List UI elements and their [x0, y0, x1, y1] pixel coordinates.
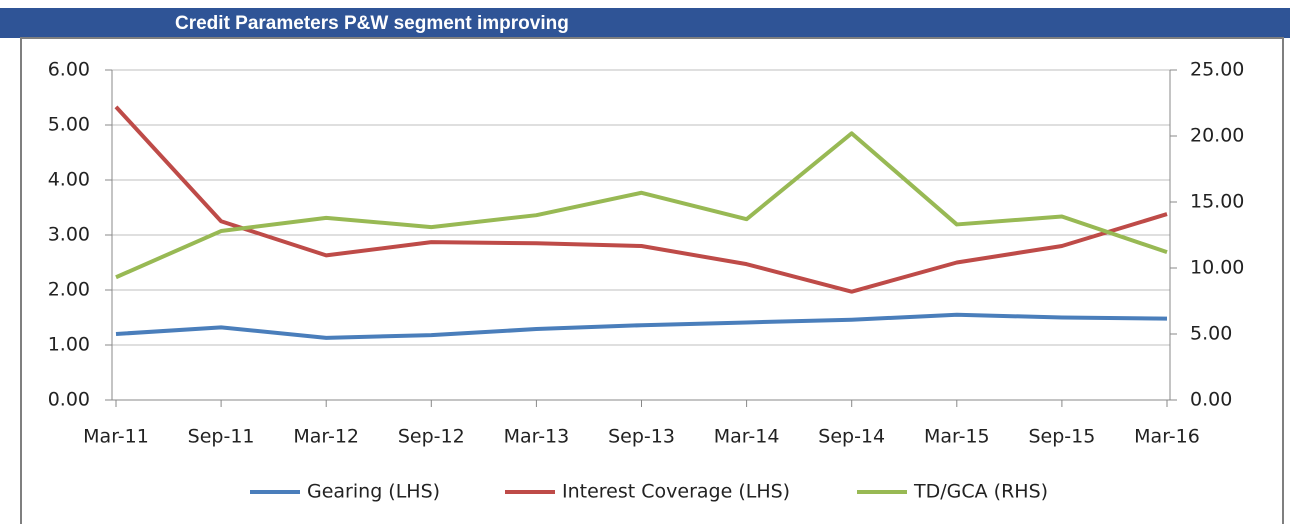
y-tick-label: 6.00 — [48, 59, 90, 81]
y2-tick-label: 15.00 — [1190, 191, 1244, 213]
title-bar — [0, 8, 1290, 38]
y-tick-label: 2.00 — [48, 279, 90, 301]
x-tick-label: Mar-14 — [714, 426, 780, 448]
y-tick-label: 0.00 — [48, 389, 90, 411]
y-tick-label: 4.00 — [48, 169, 90, 191]
y2-tick-label: 10.00 — [1190, 257, 1244, 279]
x-tick-label: Mar-16 — [1134, 426, 1200, 448]
series-line — [115, 131, 1168, 280]
x-tick-label: Mar-12 — [293, 426, 359, 448]
legend-label: Interest Coverage (LHS) — [562, 481, 790, 503]
chart-frame — [20, 37, 1284, 524]
x-tick-label: Sep-12 — [398, 426, 465, 448]
y2-tick-label: 20.00 — [1190, 125, 1244, 147]
legend-label: Gearing (LHS) — [307, 481, 440, 503]
chart-title: Credit Parameters P&W segment improving — [175, 13, 569, 34]
y-tick-label: 1.00 — [48, 334, 90, 356]
y2-tick-label: 25.00 — [1190, 59, 1244, 81]
x-tick-label: Mar-15 — [924, 426, 990, 448]
y2-tick-label: 5.00 — [1190, 323, 1232, 345]
x-tick-label: Sep-11 — [188, 426, 255, 448]
legend-label: TD/GCA (RHS) — [913, 481, 1048, 503]
y2-tick-label: 0.00 — [1190, 389, 1232, 411]
y-tick-label: 3.00 — [48, 224, 90, 246]
x-tick-label: Sep-14 — [818, 426, 885, 448]
x-tick-label: Sep-15 — [1028, 426, 1095, 448]
series-line — [114, 105, 1168, 294]
y-tick-label: 5.00 — [48, 114, 90, 136]
x-tick-label: Sep-13 — [608, 426, 675, 448]
x-tick-label: Mar-13 — [504, 426, 570, 448]
series-line — [115, 312, 1168, 340]
x-tick-label: Mar-11 — [83, 426, 149, 448]
